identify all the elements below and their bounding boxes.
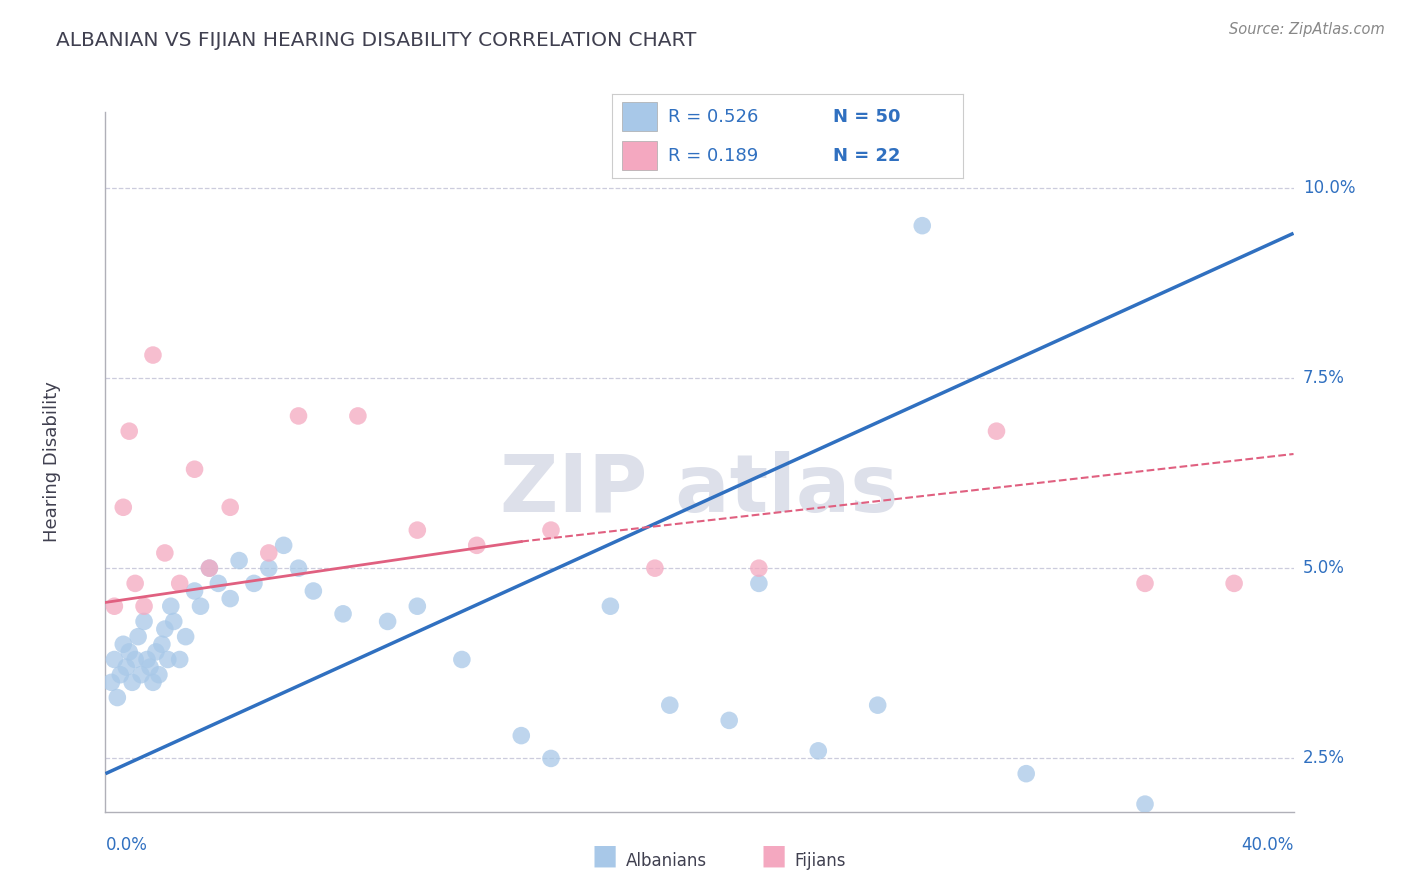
Point (153, 622, 176, 636)
Text: N = 22: N = 22 (832, 146, 901, 164)
Point (273, 538, 295, 552)
Point (243, 576, 266, 591)
Text: ■: ■ (592, 842, 617, 870)
Point (332, 607, 354, 621)
Text: ZIP atlas: ZIP atlas (501, 450, 898, 529)
Point (257, 561, 280, 575)
Point (198, 561, 221, 575)
Point (132, 615, 155, 629)
Point (198, 561, 221, 575)
Bar (621, 103, 657, 131)
Point (142, 675, 165, 690)
Bar (621, 141, 657, 169)
Point (112, 500, 135, 515)
Point (183, 462, 205, 476)
Point (115, 660, 138, 674)
Point (118, 645, 141, 659)
Text: Fijians: Fijians (794, 852, 846, 870)
Point (257, 546, 280, 560)
Point (1133, 797, 1156, 811)
Point (450, 652, 472, 666)
Text: R = 0.526: R = 0.526 (668, 108, 758, 126)
Point (207, 576, 229, 591)
Text: ALBANIAN VS FIJIAN HEARING DISABILITY CORRELATION CHART: ALBANIAN VS FIJIAN HEARING DISABILITY CO… (56, 31, 696, 50)
Point (1015, 766, 1038, 780)
Point (599, 599, 621, 614)
Point (287, 561, 309, 575)
Text: Hearing Disability: Hearing Disability (44, 381, 60, 542)
Point (100, 675, 122, 690)
Point (219, 591, 242, 606)
Point (124, 576, 146, 591)
Point (807, 744, 830, 758)
Point (150, 637, 173, 651)
Point (1133, 576, 1156, 591)
Point (174, 630, 197, 644)
Point (219, 500, 242, 515)
Point (121, 675, 143, 690)
Text: R = 0.189: R = 0.189 (668, 146, 758, 164)
Text: 0.0%: 0.0% (105, 836, 148, 855)
Text: ■: ■ (761, 842, 786, 870)
Point (347, 409, 370, 423)
Point (159, 599, 181, 614)
Point (287, 409, 309, 423)
Point (658, 698, 681, 713)
Text: Source: ZipAtlas.com: Source: ZipAtlas.com (1229, 22, 1385, 37)
Point (718, 714, 741, 728)
Point (465, 538, 488, 552)
Point (148, 667, 170, 681)
Point (110, 667, 132, 681)
Point (142, 348, 165, 362)
Point (103, 599, 125, 614)
Text: Albanians: Albanians (626, 852, 707, 870)
Point (986, 424, 1008, 438)
Point (866, 698, 889, 713)
Point (105, 690, 128, 705)
Point (748, 561, 770, 575)
Point (145, 645, 167, 659)
Point (163, 615, 186, 629)
Text: N = 50: N = 50 (832, 108, 901, 126)
Point (406, 523, 429, 537)
Point (153, 546, 176, 560)
Point (127, 630, 149, 644)
Point (748, 576, 770, 591)
Point (911, 219, 934, 233)
Point (406, 599, 429, 614)
Point (136, 652, 159, 666)
Point (103, 652, 125, 666)
Point (169, 576, 191, 591)
Point (124, 652, 146, 666)
Point (1223, 576, 1246, 591)
Text: 10.0%: 10.0% (1303, 178, 1355, 196)
Text: 2.5%: 2.5% (1303, 749, 1346, 767)
Point (132, 599, 155, 614)
Point (302, 584, 325, 599)
Point (156, 652, 179, 666)
Point (183, 584, 205, 599)
Point (644, 561, 666, 575)
Text: 5.0%: 5.0% (1303, 559, 1346, 577)
Point (510, 729, 533, 743)
Point (129, 667, 152, 681)
Point (540, 751, 562, 765)
Point (377, 615, 399, 629)
Point (190, 599, 212, 614)
Point (118, 424, 141, 438)
Text: 40.0%: 40.0% (1241, 836, 1294, 855)
Point (169, 652, 191, 666)
Point (112, 637, 135, 651)
Point (228, 553, 250, 567)
Point (540, 523, 562, 537)
Text: 7.5%: 7.5% (1303, 369, 1346, 387)
Point (139, 660, 162, 674)
